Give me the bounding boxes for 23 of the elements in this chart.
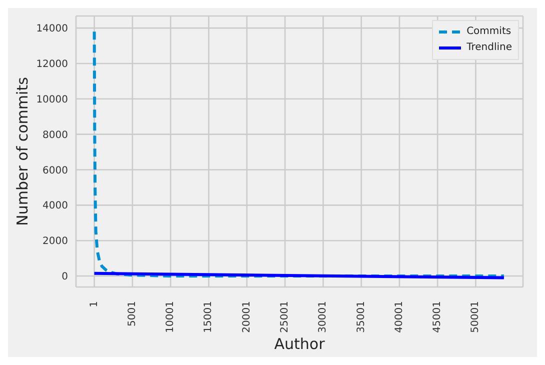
x-tick-label: 40001 (394, 301, 405, 333)
y-tick-label: 6000 (42, 165, 68, 176)
x-tick-label: 30001 (318, 301, 329, 333)
y-tick-label: 12000 (36, 59, 68, 70)
y-tick-label: 2000 (42, 236, 68, 248)
legend-label: Trendline (466, 41, 512, 55)
y-tick-label: 10000 (36, 94, 68, 106)
x-tick-label: 5001 (126, 301, 138, 326)
y-tick-label: 0 (62, 272, 68, 283)
y-tick-label: 8000 (42, 130, 68, 141)
x-tick-label: 50001 (470, 301, 482, 333)
x-tick-label: 10001 (165, 301, 176, 333)
x-axis-title: Author (274, 335, 326, 353)
x-tick-label: 1 (88, 301, 100, 308)
y-axis-title: Number of commits (13, 76, 32, 226)
x-tick-label: 20001 (241, 301, 252, 333)
y-tick-label: 14000 (36, 24, 68, 35)
x-tick-label: 15001 (203, 301, 214, 333)
x-tick-label: 45001 (432, 301, 444, 333)
y-tick-label: 4000 (42, 200, 68, 212)
legend-label: Commits (466, 25, 512, 39)
x-tick-label: 25001 (280, 301, 291, 333)
x-tick-label: 35001 (356, 301, 367, 333)
